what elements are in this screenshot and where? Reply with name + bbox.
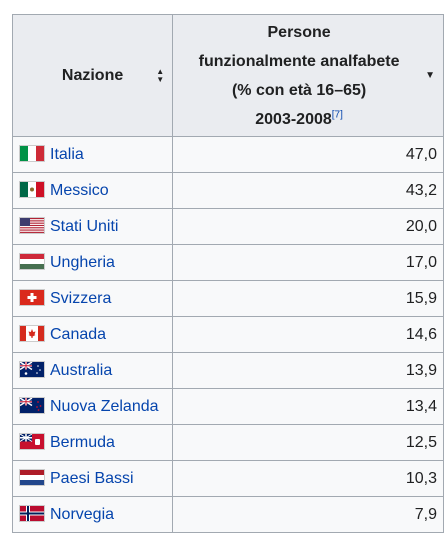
value-cell: 20,0 <box>172 208 444 245</box>
header-value-line1: Persone <box>267 23 331 41</box>
country-link[interactable]: Nuova Zelanda <box>50 398 159 415</box>
flag-australia-icon <box>19 361 45 378</box>
value-cell: 12,5 <box>172 424 444 461</box>
table-row: Stati Uniti 20,0 <box>11 208 444 245</box>
value-cell: 13,4 <box>172 388 444 425</box>
country-cell: Italia <box>11 136 174 173</box>
flag-hungary-icon <box>19 253 45 270</box>
table-row: Svizzera 15,9 <box>11 280 444 317</box>
country-cell: Messico <box>11 172 174 209</box>
country-link[interactable]: Italia <box>50 146 84 163</box>
country-link[interactable]: Ungheria <box>50 254 115 271</box>
country-link[interactable]: Stati Uniti <box>50 218 119 235</box>
value-cell: 14,6 <box>172 316 444 353</box>
country-cell: Paesi Bassi <box>11 460 174 497</box>
country-cell: Bermuda <box>11 424 174 461</box>
country-cell: Norvegia <box>11 496 174 533</box>
header-country-label: Nazione <box>61 66 124 84</box>
country-link[interactable]: Messico <box>50 182 109 199</box>
value-cell: 47,0 <box>172 136 444 173</box>
table-row: Norvegia 7,9 <box>11 496 444 533</box>
value-cell: 10,3 <box>172 460 444 497</box>
reference-link[interactable]: [7] <box>331 109 343 121</box>
country-cell: Nuova Zelanda <box>11 388 174 425</box>
header-country[interactable]: Nazione ▲ ▼ <box>11 14 174 137</box>
header-value-line2: funzionalmente analfabete <box>198 52 400 70</box>
flag-usa-icon <box>19 217 45 234</box>
country-cell: Canada <box>11 316 174 353</box>
flag-norway-icon <box>19 505 45 522</box>
table-row: Bermuda 12,5 <box>11 424 444 461</box>
table-row: Paesi Bassi 10,3 <box>11 460 444 497</box>
flag-mexico-icon <box>19 181 45 198</box>
flag-netherlands-icon <box>19 469 45 486</box>
value-cell: 43,2 <box>172 172 444 209</box>
header-value-line4: 2003-2008[7] <box>179 105 419 134</box>
value-cell: 7,9 <box>172 496 444 533</box>
country-link[interactable]: Australia <box>50 362 113 379</box>
table-row: Messico 43,2 <box>11 172 444 209</box>
value-cell: 15,9 <box>172 280 444 317</box>
table-row: Ungheria 17,0 <box>11 244 444 281</box>
sort-descending-icon[interactable]: ▼ <box>425 69 435 81</box>
table-row: Canada 14,6 <box>11 316 444 353</box>
country-cell: Stati Uniti <box>11 208 174 245</box>
sort-both-icon[interactable]: ▲ ▼ <box>156 66 165 84</box>
reference-superscript[interactable]: [7] <box>332 109 343 120</box>
flag-italy-icon <box>19 145 45 162</box>
table-row: Nuova Zelanda 13,4 <box>11 388 444 425</box>
header-value[interactable]: Persone funzionalmente analfabete (% con… <box>172 14 444 137</box>
value-cell: 13,9 <box>172 352 444 389</box>
country-link[interactable]: Svizzera <box>50 290 112 307</box>
header-value-line3: (% con età 16–65) <box>231 81 367 99</box>
country-cell: Ungheria <box>11 244 174 281</box>
country-link[interactable]: Paesi Bassi <box>50 470 134 487</box>
country-link[interactable]: Bermuda <box>50 434 115 451</box>
header-row: Nazione ▲ ▼ Persone funzionalmente analfa… <box>11 14 444 137</box>
header-value-years: 2003-2008 <box>255 110 332 128</box>
flag-bermuda-icon <box>19 433 45 450</box>
table-row: Australia 13,9 <box>11 352 444 389</box>
value-cell: 17,0 <box>172 244 444 281</box>
country-link[interactable]: Norvegia <box>50 506 115 523</box>
country-cell: Australia <box>11 352 174 389</box>
literacy-table: Nazione ▲ ▼ Persone funzionalmente analfa… <box>11 14 444 533</box>
country-link[interactable]: Canada <box>50 326 107 343</box>
flag-canada-icon <box>19 325 45 342</box>
flag-new-zealand-icon <box>19 397 45 414</box>
flag-switzerland-icon <box>19 289 45 306</box>
table-row: Italia 47,0 <box>11 136 444 173</box>
country-cell: Svizzera <box>11 280 174 317</box>
